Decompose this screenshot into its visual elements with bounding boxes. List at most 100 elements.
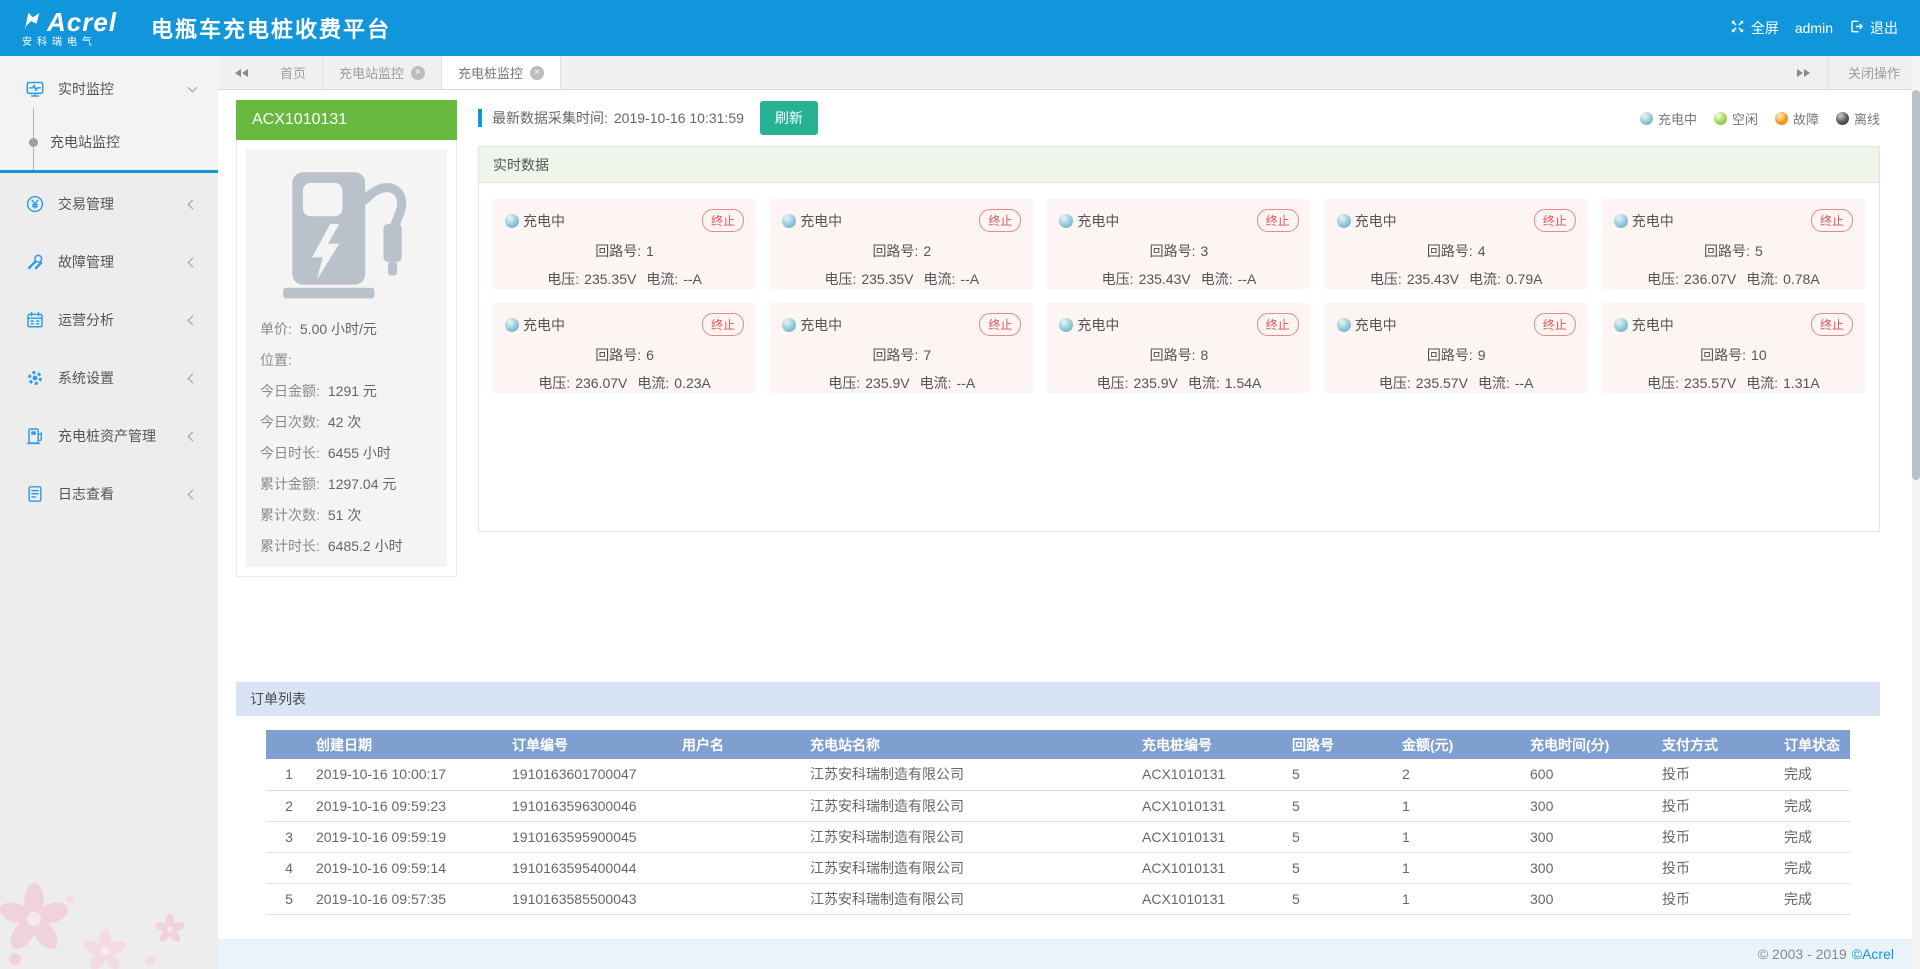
refresh-button[interactable]: 刷新	[759, 101, 818, 135]
stop-button[interactable]: 终止	[1533, 209, 1576, 232]
sidebar-item-operation-analysis[interactable]: 运营分析	[0, 295, 218, 345]
current-value: 1.31A	[1783, 375, 1820, 391]
accent-bar	[478, 109, 482, 127]
fullscreen-icon	[1730, 19, 1745, 37]
username[interactable]: admin	[1794, 20, 1833, 36]
status-label: 充电中	[523, 316, 565, 333]
rewind-icon	[241, 68, 248, 77]
circuit-number: 6	[646, 347, 654, 363]
fault-status-icon	[1774, 111, 1788, 125]
circuit-card-10: 充电中 终止 回路号: 10 电压: 235.57V 电流: 1.31A	[1601, 303, 1865, 393]
device-info-panel: ACX1010131	[236, 100, 457, 577]
sidebar-item-fault-mgmt[interactable]: 故障管理	[0, 237, 218, 287]
sidebar-item-label: 运营分析	[58, 312, 114, 328]
orders-table: 创建日期 订单编号 用户名 充电站名称 充电桩编号 回路号 金额(元) 充电时间…	[266, 730, 1850, 915]
fullscreen-button[interactable]: 全屏	[1730, 18, 1779, 38]
footer: © 2003 - 2019 ©Acrel	[218, 939, 1920, 969]
column-header: 用户名	[678, 730, 806, 759]
voltage-value: 235.9V	[1133, 375, 1178, 391]
charging-pump-icon	[260, 159, 433, 307]
logout-button[interactable]: 退出	[1849, 18, 1898, 38]
offline-status-icon	[1835, 111, 1849, 125]
sidebar-item-trade-mgmt[interactable]: 交易管理	[0, 179, 218, 229]
sidebar-group-realtime: 实时监控 充电站监控	[0, 56, 218, 173]
sidebar-item-label: 充电桩资产管理	[58, 428, 156, 444]
circuit-number: 3	[1200, 243, 1209, 259]
close-operations-button[interactable]: 关闭操作	[1826, 56, 1920, 89]
current-value: 1.54A	[1224, 375, 1262, 391]
tabs-scroll-right-button[interactable]	[1781, 56, 1827, 89]
sidebar-item-realtime-monitor[interactable]: 实时监控	[0, 64, 218, 114]
stop-button[interactable]: 终止	[702, 209, 745, 232]
sidebar-subitem-label: 充电站监控	[50, 134, 120, 150]
stop-button[interactable]: 终止	[1256, 209, 1299, 232]
tab-station-monitor[interactable]: 充电站监控	[323, 56, 443, 89]
stop-button[interactable]: 终止	[979, 313, 1022, 336]
voltage-value: 235.9V	[865, 375, 910, 391]
voltage-value: 236.07V	[575, 375, 628, 391]
orders-panel-title: 订单列表	[236, 682, 1880, 716]
footer-brand-link[interactable]: ©Acrel	[1851, 946, 1894, 962]
collect-time-label: 最新数据采集时间:	[492, 110, 608, 126]
charging-status-icon	[1613, 317, 1628, 332]
collect-time-text: 最新数据采集时间: 2019-10-16 10:31:59	[492, 108, 744, 128]
table-row: 1 2019-10-16 10:00:17 1910163601700047 江苏安科…	[266, 759, 1850, 791]
tab-home[interactable]: 首页	[264, 56, 324, 89]
voltage-value: 236.07V	[1684, 271, 1737, 287]
current-value: --A	[1237, 271, 1257, 287]
close-icon[interactable]	[411, 65, 426, 80]
tab-label: 首页	[280, 66, 307, 81]
sidebar-item-system-settings[interactable]: 系统设置	[0, 353, 218, 403]
current-value: 0.78A	[1783, 271, 1820, 287]
tabs-scroll-left-button[interactable]	[218, 56, 264, 89]
realtime-area: 最新数据采集时间: 2019-10-16 10:31:59 刷新 充电中 空闲 故…	[478, 100, 1880, 532]
stop-button[interactable]: 终止	[1533, 313, 1576, 336]
stop-button[interactable]: 终止	[1810, 313, 1853, 336]
stop-button[interactable]: 终止	[702, 313, 745, 336]
tab-pile-monitor[interactable]: 充电桩监控	[442, 56, 562, 89]
acrel-flag-icon	[22, 9, 42, 35]
fullscreen-label: 全屏	[1750, 20, 1779, 36]
realtime-data-panel: 实时数据 充电中 终止 回路号: 1 电压: 235.35V 电流: --A 充电中 终止 …	[478, 146, 1880, 532]
table-row: 5 2019-10-16 09:57:35 1910163585500043 江苏安科…	[266, 883, 1850, 915]
status-label: 充电中	[1354, 212, 1397, 229]
scrollbar-thumb[interactable]	[1912, 90, 1920, 480]
decorative-flowers	[0, 779, 218, 969]
main-column: 首页 充电站监控 充电桩监控 关闭操作 ACX10101	[218, 56, 1920, 969]
circuit-number: 4	[1477, 243, 1486, 259]
sidebar-item-station-monitor[interactable]: 充电站监控	[0, 108, 218, 170]
circuit-card-3: 充电中 终止 回路号: 3 电压: 235.43V 电流: --A	[1047, 199, 1311, 289]
charging-status-icon	[505, 317, 519, 332]
tabbar-right: 关闭操作	[1781, 56, 1920, 89]
close-icon[interactable]	[530, 65, 545, 80]
charging-status-icon	[1613, 213, 1628, 228]
tab-label: 充电站监控	[339, 66, 405, 81]
chevron-left-icon	[187, 373, 198, 383]
page-title: 电瓶车充电桩收费平台	[151, 17, 392, 42]
column-header: 金额(元)	[1398, 730, 1526, 759]
log-document-icon	[25, 484, 45, 504]
circuit-number: 8	[1200, 347, 1209, 363]
charging-status-icon	[1336, 317, 1351, 332]
voltage-value: 235.35V	[584, 271, 637, 287]
table-row: 4 2019-10-16 09:59:14 1910163595400044 江苏安科…	[266, 852, 1850, 884]
column-header: 回路号	[1288, 730, 1398, 759]
page-scrollbar	[1912, 56, 1920, 969]
table-row: 2 2019-10-16 09:59:23 1910163596300046 江苏安科…	[266, 790, 1850, 822]
circuit-card-8: 充电中 终止 回路号: 8 电压: 235.9V 电流: 1.54A	[1047, 303, 1311, 393]
circuit-number: 9	[1477, 347, 1486, 363]
stop-button[interactable]: 终止	[1256, 313, 1299, 336]
sidebar-item-pile-assets[interactable]: 充电桩资产管理	[0, 411, 218, 461]
sidebar-item-label: 系统设置	[58, 370, 114, 386]
stop-button[interactable]: 终止	[979, 209, 1022, 232]
voltage-value: 235.57V	[1684, 375, 1737, 391]
chevron-left-icon	[187, 257, 198, 267]
stat-today-duration: 今日时长: 6455 小时	[260, 445, 391, 461]
orders-panel: 订单列表 创建日期 订单编号 用户名 充电站名称	[236, 682, 1880, 939]
sidebar-item-log-view[interactable]: 日志查看	[0, 469, 218, 519]
circuit-number: 7	[923, 347, 932, 363]
stop-button[interactable]: 终止	[1810, 209, 1853, 232]
column-header: 订单编号	[508, 730, 678, 759]
logout-label: 退出	[1870, 20, 1898, 36]
collect-time-value: 2019-10-16 10:31:59	[613, 110, 744, 126]
